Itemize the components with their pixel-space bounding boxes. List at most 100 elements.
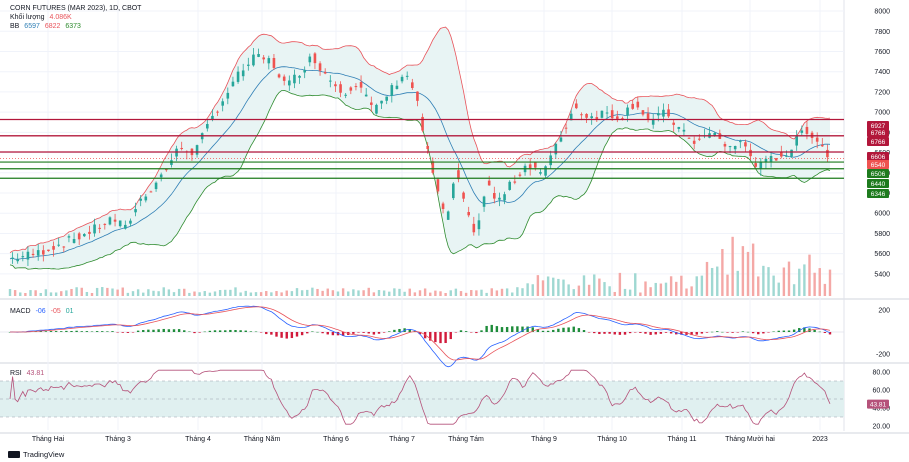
volume-bar — [587, 284, 591, 296]
macd-histogram-bar — [792, 329, 796, 332]
time-axis-label: Tháng Hai — [32, 436, 65, 443]
volume-bar — [613, 291, 616, 296]
candle-body — [554, 143, 558, 155]
rsi-legend: RSI 43.81 — [10, 369, 47, 378]
time-axis-label: Tháng Mười hai — [725, 436, 775, 443]
candle-body — [800, 130, 804, 133]
volume-bar — [454, 288, 458, 296]
volume-bar — [116, 289, 119, 296]
price-axis-label: 7800 — [874, 29, 890, 36]
rsi-label: RSI — [10, 370, 22, 377]
candle-body — [129, 220, 132, 224]
volume-bar — [675, 281, 678, 296]
macd-histogram-bar — [516, 326, 519, 332]
level-price-tag-label: 6927 — [871, 123, 886, 130]
volume-bar — [757, 276, 760, 296]
macd-histogram-bar — [398, 328, 401, 332]
candle-body — [93, 224, 96, 234]
macd-histogram-bar — [249, 331, 253, 332]
volume-bar — [188, 292, 191, 296]
candle-body — [16, 259, 19, 262]
volume-bar — [13, 290, 17, 296]
macd-histogram-bar — [213, 330, 217, 332]
candle-body — [677, 126, 681, 129]
bollinger-basis-line — [9, 66, 831, 260]
candle-body — [103, 223, 107, 225]
time-axis-label: Tháng 11 — [667, 436, 696, 443]
volume-bar — [423, 288, 427, 296]
volume-bar — [700, 275, 704, 296]
time-axis-label: Tháng Tám — [448, 436, 484, 443]
candle-body — [728, 146, 732, 148]
rsi-line — [9, 369, 831, 425]
macd-histogram-bar — [639, 332, 642, 333]
volume-bar — [562, 279, 565, 296]
volume-bar — [434, 290, 437, 296]
volume-bar — [552, 277, 555, 296]
macd-histogram-bar — [475, 332, 478, 334]
volume-bar — [19, 292, 22, 296]
volume-bar — [275, 291, 278, 296]
macd-histogram-bar — [521, 326, 524, 332]
macd-histogram-bar — [382, 332, 386, 333]
level-price-tag — [867, 121, 889, 130]
bollinger-band-fill — [10, 27, 830, 270]
price-axis-label: 7400 — [874, 69, 890, 76]
candle-body — [405, 75, 409, 77]
macd-histogram-bar — [393, 329, 396, 332]
volume-bar — [803, 264, 806, 296]
tradingview-brand[interactable]: TradingView — [8, 450, 64, 459]
candle-body — [605, 112, 609, 114]
candle-body — [272, 57, 276, 68]
macd-histogram-bar — [700, 332, 704, 334]
volume-bar — [608, 286, 611, 296]
level-price-tag — [867, 152, 889, 161]
macd-histogram-bar — [680, 332, 683, 335]
volume-bar — [593, 274, 596, 296]
macd-histogram-bar — [316, 331, 319, 333]
candle-body — [821, 144, 824, 147]
macd-histogram-bar — [777, 330, 780, 332]
macd-histogram-bar — [259, 332, 263, 333]
volume-bar — [357, 290, 360, 296]
volume-bar — [813, 272, 816, 296]
volume-bar — [295, 288, 299, 296]
candle-body — [257, 54, 260, 57]
macd-histogram-bar — [408, 328, 411, 332]
macd-histogram-bar — [244, 330, 247, 332]
macd-histogram-bar — [813, 329, 816, 332]
macd-histogram-bar — [147, 329, 150, 332]
macd-histogram-bar — [772, 331, 775, 332]
macd-histogram-bar — [44, 331, 48, 332]
candle-body — [380, 100, 383, 104]
macd-histogram-bar — [562, 327, 565, 332]
candle-body — [498, 197, 501, 200]
volume-bar — [177, 288, 181, 296]
volume-bar — [336, 291, 340, 296]
macd-histogram-bar — [546, 330, 550, 332]
level-price-tag-label: 6506 — [871, 171, 886, 178]
volume-bar — [321, 290, 324, 296]
candle-body — [293, 74, 296, 84]
macd-histogram-bar — [265, 332, 268, 335]
macd-histogram-bar — [634, 332, 637, 333]
volume-bar — [823, 283, 827, 296]
macd-histogram-bar — [418, 332, 422, 335]
macd-histogram-bar — [172, 329, 176, 332]
volume-bar — [536, 275, 540, 296]
rsi-value-tag — [867, 399, 889, 409]
candle-body — [262, 57, 265, 60]
candle-body — [282, 76, 286, 81]
candle-body — [692, 140, 696, 144]
macd-histogram-bar — [628, 332, 632, 334]
macd-histogram-bar — [669, 332, 673, 334]
volume-bar — [34, 290, 37, 296]
volume-bar — [449, 290, 452, 296]
volume-bar — [362, 290, 365, 296]
volume-bar — [408, 288, 411, 296]
macd-histogram-bar — [198, 332, 201, 333]
candle-body — [247, 64, 250, 66]
candle-body — [154, 182, 158, 190]
macd-histogram-bar — [613, 332, 616, 335]
